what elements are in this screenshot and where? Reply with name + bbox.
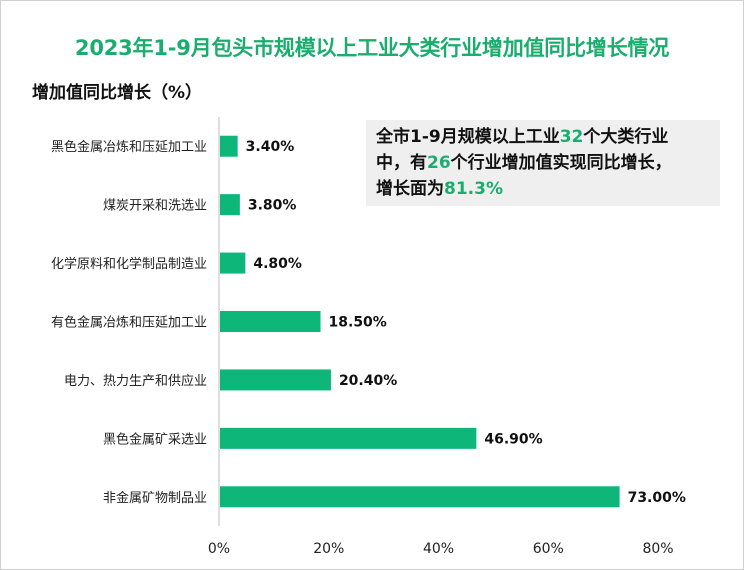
annotation-text: 个行业增加值实现同比增长， (450, 153, 672, 173)
annotation-text: 全市1-9月规模以上工业 (376, 127, 560, 147)
annotation-text: 中，有 (376, 153, 427, 173)
annotation-highlight: 81.3% (444, 179, 503, 199)
annotation-line-2: 中，有26个行业增加值实现同比增长， (376, 150, 710, 176)
bar (220, 311, 321, 332)
bar (220, 486, 620, 508)
data-label: 46.90% (484, 431, 542, 447)
x-tick-label: 40% (423, 541, 454, 557)
category-label: 电力、热力生产和供应业 (64, 373, 207, 389)
data-label: 18.50% (329, 315, 387, 331)
data-label: 4.80% (253, 256, 302, 272)
annotation-text: 增长面为 (376, 179, 444, 199)
data-label: 20.40% (339, 373, 397, 389)
bar (220, 135, 238, 157)
annotation-text: 个大类行业 (583, 127, 669, 147)
category-label: 有色金属冶炼和压延加工业 (51, 315, 207, 331)
category-label: 黑色金属矿采选业 (103, 431, 207, 447)
y-axis-label: 增加值同比增长（%） (32, 83, 203, 103)
category-label: 非金属矿物制品业 (103, 490, 207, 506)
data-label: 73.00% (628, 490, 686, 506)
bar (220, 427, 477, 449)
bar (220, 252, 246, 274)
chart-title: 2023年1-9月包头市规模以上工业大类行业增加值同比增长情况 (74, 36, 670, 60)
data-label: 3.40% (246, 139, 295, 155)
x-tick-label: 0% (208, 541, 230, 557)
annotation-box: 全市1-9月规模以上工业32个大类行业 中，有26个行业增加值实现同比增长， 增… (366, 120, 720, 206)
annotation-line-3: 增长面为81.3% (376, 176, 710, 202)
annotation-highlight: 26 (427, 153, 451, 173)
annotation-line-1: 全市1-9月规模以上工业32个大类行业 (376, 124, 710, 150)
bar (220, 194, 240, 216)
x-tick-label: 60% (533, 541, 564, 557)
data-label: 3.80% (248, 198, 297, 214)
category-label: 化学原料和化学制品制造业 (51, 256, 207, 272)
category-label: 煤炭开采和洗选业 (103, 199, 207, 214)
bar (220, 369, 331, 391)
annotation-highlight: 32 (559, 127, 584, 147)
category-label: 黑色金属冶炼和压延加工业 (51, 139, 207, 155)
x-tick-label: 20% (313, 541, 344, 557)
x-tick-label: 80% (642, 541, 673, 557)
